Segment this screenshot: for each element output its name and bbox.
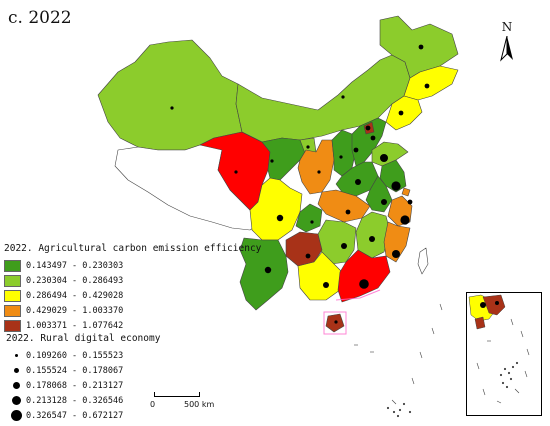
scale-bar-start: 0 — [150, 400, 156, 409]
digital-economy-legend: 2022. Rural digital economy 0.109260 - 0… — [6, 333, 160, 423]
digital-legend-item: 0.155524 - 0.178067 — [6, 363, 160, 378]
efficiency-legend-item: 1.003371 - 1.077642 — [4, 318, 261, 333]
province-xinjiang — [97, 39, 243, 151]
dot-zhejiang — [400, 215, 410, 225]
scale-bar-end: 500 km — [184, 400, 215, 409]
dot-guangdong — [359, 279, 369, 289]
dot-henan — [355, 179, 361, 185]
south-china-sea-inset — [466, 292, 542, 416]
legend-swatch — [4, 259, 21, 272]
legend-label: 0.178068 - 0.213127 — [26, 380, 124, 391]
digital-legend-title: 2022. Rural digital economy — [6, 333, 161, 344]
province-yunnan — [239, 237, 289, 311]
legend-label: 1.003371 - 1.077642 — [26, 320, 124, 331]
legend-swatch — [4, 289, 21, 302]
digital-legend-item: 0.326547 - 0.672127 — [6, 408, 160, 423]
dot-hainan — [334, 320, 338, 324]
north-label: N — [501, 20, 513, 34]
map-title: c. 2022 — [8, 8, 72, 28]
legend-dot — [10, 410, 22, 421]
province-gansu — [241, 131, 307, 181]
legend-label: 0.326547 - 0.672127 — [26, 410, 124, 421]
dot-qinghai — [234, 170, 238, 174]
dot-hubei — [345, 209, 351, 215]
province-jiangxi — [355, 211, 391, 259]
legend-label: 0.213128 - 0.326546 — [26, 395, 124, 406]
legend-label: 0.230304 - 0.286493 — [26, 275, 124, 286]
legend-swatch — [4, 304, 21, 317]
province-hebei — [351, 117, 387, 167]
dot-fujian — [392, 250, 400, 258]
scale-bar-line — [154, 392, 200, 397]
province-guangdong — [337, 249, 391, 303]
dot-sichuan — [276, 214, 284, 222]
legend-label: 0.429029 - 1.003370 — [26, 305, 124, 316]
dot-beijing — [365, 125, 371, 131]
dot-jilin — [424, 83, 430, 89]
scale-bar: 0 500 km — [150, 390, 220, 412]
dot-jiangsu — [391, 181, 401, 191]
dot-chongqing — [310, 220, 314, 224]
efficiency-legend-item: 0.143497 - 0.230303 — [4, 258, 261, 273]
province-shanghai — [401, 187, 411, 197]
province-guizhou — [285, 231, 323, 267]
province-taiwan — [417, 247, 429, 275]
digital-legend-item: 0.109260 - 0.155523 — [6, 348, 160, 363]
province-fujian — [383, 221, 411, 263]
legend-dot — [13, 368, 19, 373]
efficiency-legend-item: 0.230304 - 0.286493 — [4, 273, 261, 288]
dot-inner-mongolia — [341, 95, 345, 99]
dot-gansu — [270, 159, 274, 163]
digital-legend-item: 0.213128 - 0.326546 — [6, 393, 160, 408]
dot-guizhou — [305, 253, 311, 259]
dot-yunnan — [264, 266, 272, 274]
dot-hunan — [341, 243, 347, 249]
dot-shanxi — [339, 155, 343, 159]
province-liaoning — [385, 95, 423, 131]
legend-swatch — [4, 274, 21, 287]
digital-legend-item: 0.178068 - 0.213127 — [6, 378, 160, 393]
dot-ningxia — [306, 145, 310, 149]
legend-swatch — [4, 319, 21, 332]
dot-xinjiang — [170, 106, 174, 110]
legend-dot — [11, 396, 21, 405]
efficiency-legend-item: 0.429029 - 1.003370 — [4, 303, 261, 318]
province-shaanxi — [297, 139, 335, 195]
dot-shaanxi — [317, 170, 321, 174]
dot-anhui — [381, 199, 387, 205]
efficiency-legend: 2022. Agricultural carbon emission effic… — [4, 243, 261, 333]
legend-dot — [12, 382, 20, 389]
legend-label: 0.143497 - 0.230303 — [26, 260, 124, 271]
inset-map — [468, 294, 530, 404]
legend-dot — [14, 354, 18, 357]
province-hubei — [317, 189, 371, 223]
north-arrow: N — [494, 20, 520, 66]
dot-tianjin — [370, 135, 376, 141]
legend-label: 0.109260 - 0.155523 — [26, 350, 124, 361]
dot-shandong — [380, 154, 388, 162]
dot-hebei — [353, 147, 359, 153]
dot-liaoning — [398, 110, 404, 116]
dot-shanghai — [407, 199, 413, 205]
efficiency-legend-title: 2022. Agricultural carbon emission effic… — [4, 243, 262, 254]
dot-jiangxi — [369, 236, 375, 242]
north-arrow-icon — [500, 35, 513, 62]
province-chongqing — [295, 203, 323, 233]
dot-guangxi — [323, 282, 329, 288]
efficiency-legend-item: 0.286494 - 0.429028 — [4, 288, 261, 303]
legend-label: 0.286494 - 0.429028 — [26, 290, 124, 301]
legend-label: 0.155524 - 0.178067 — [26, 365, 124, 376]
dot-heilongjiang — [418, 44, 424, 50]
